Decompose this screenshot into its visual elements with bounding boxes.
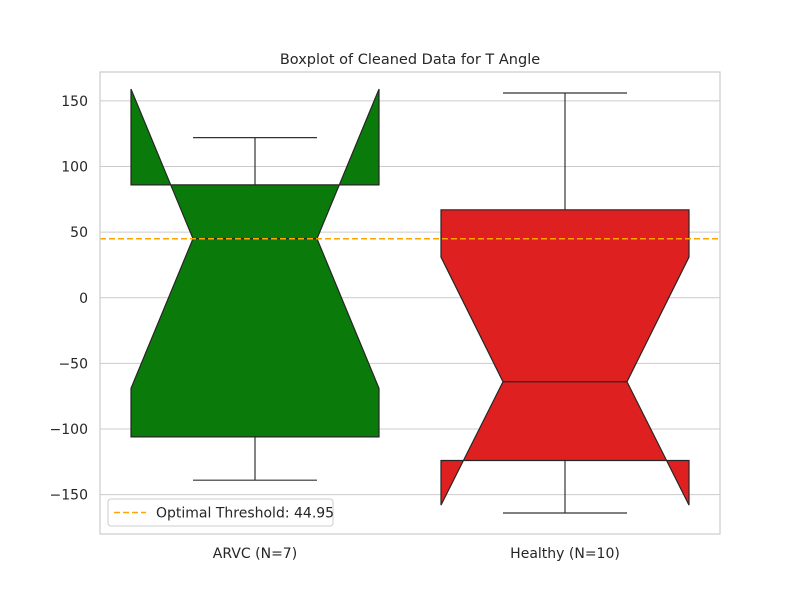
x-tick-label: Healthy (N=10) bbox=[510, 546, 620, 562]
y-tick-label: 0 bbox=[79, 291, 88, 307]
x-tick-label: ARVC (N=7) bbox=[213, 546, 297, 562]
y-tick-label: −100 bbox=[50, 422, 88, 438]
notched-box bbox=[440, 209, 690, 506]
y-tick-label: −50 bbox=[58, 356, 88, 372]
boxes bbox=[130, 88, 690, 514]
notched-box bbox=[130, 88, 380, 438]
y-tick-label: 150 bbox=[61, 94, 88, 110]
x-axis-ticks: ARVC (N=7) Healthy (N=10) bbox=[213, 546, 620, 562]
legend: Optimal Threshold: 44.95 bbox=[107, 498, 334, 527]
y-tick-label: −150 bbox=[50, 488, 88, 504]
box-group bbox=[130, 88, 380, 481]
legend-threshold-label: Optimal Threshold: 44.95 bbox=[156, 506, 334, 522]
plot-area-border bbox=[99, 71, 721, 535]
y-tick-label: 50 bbox=[70, 225, 88, 241]
y-tick-label: 100 bbox=[61, 160, 88, 176]
y-axis-ticks: 150 100 50 0 −50 −100 −150 bbox=[50, 94, 88, 504]
chart-title: Boxplot of Cleaned Data for T Angle bbox=[280, 52, 540, 68]
box-group bbox=[440, 92, 690, 514]
legend-box bbox=[107, 498, 334, 527]
